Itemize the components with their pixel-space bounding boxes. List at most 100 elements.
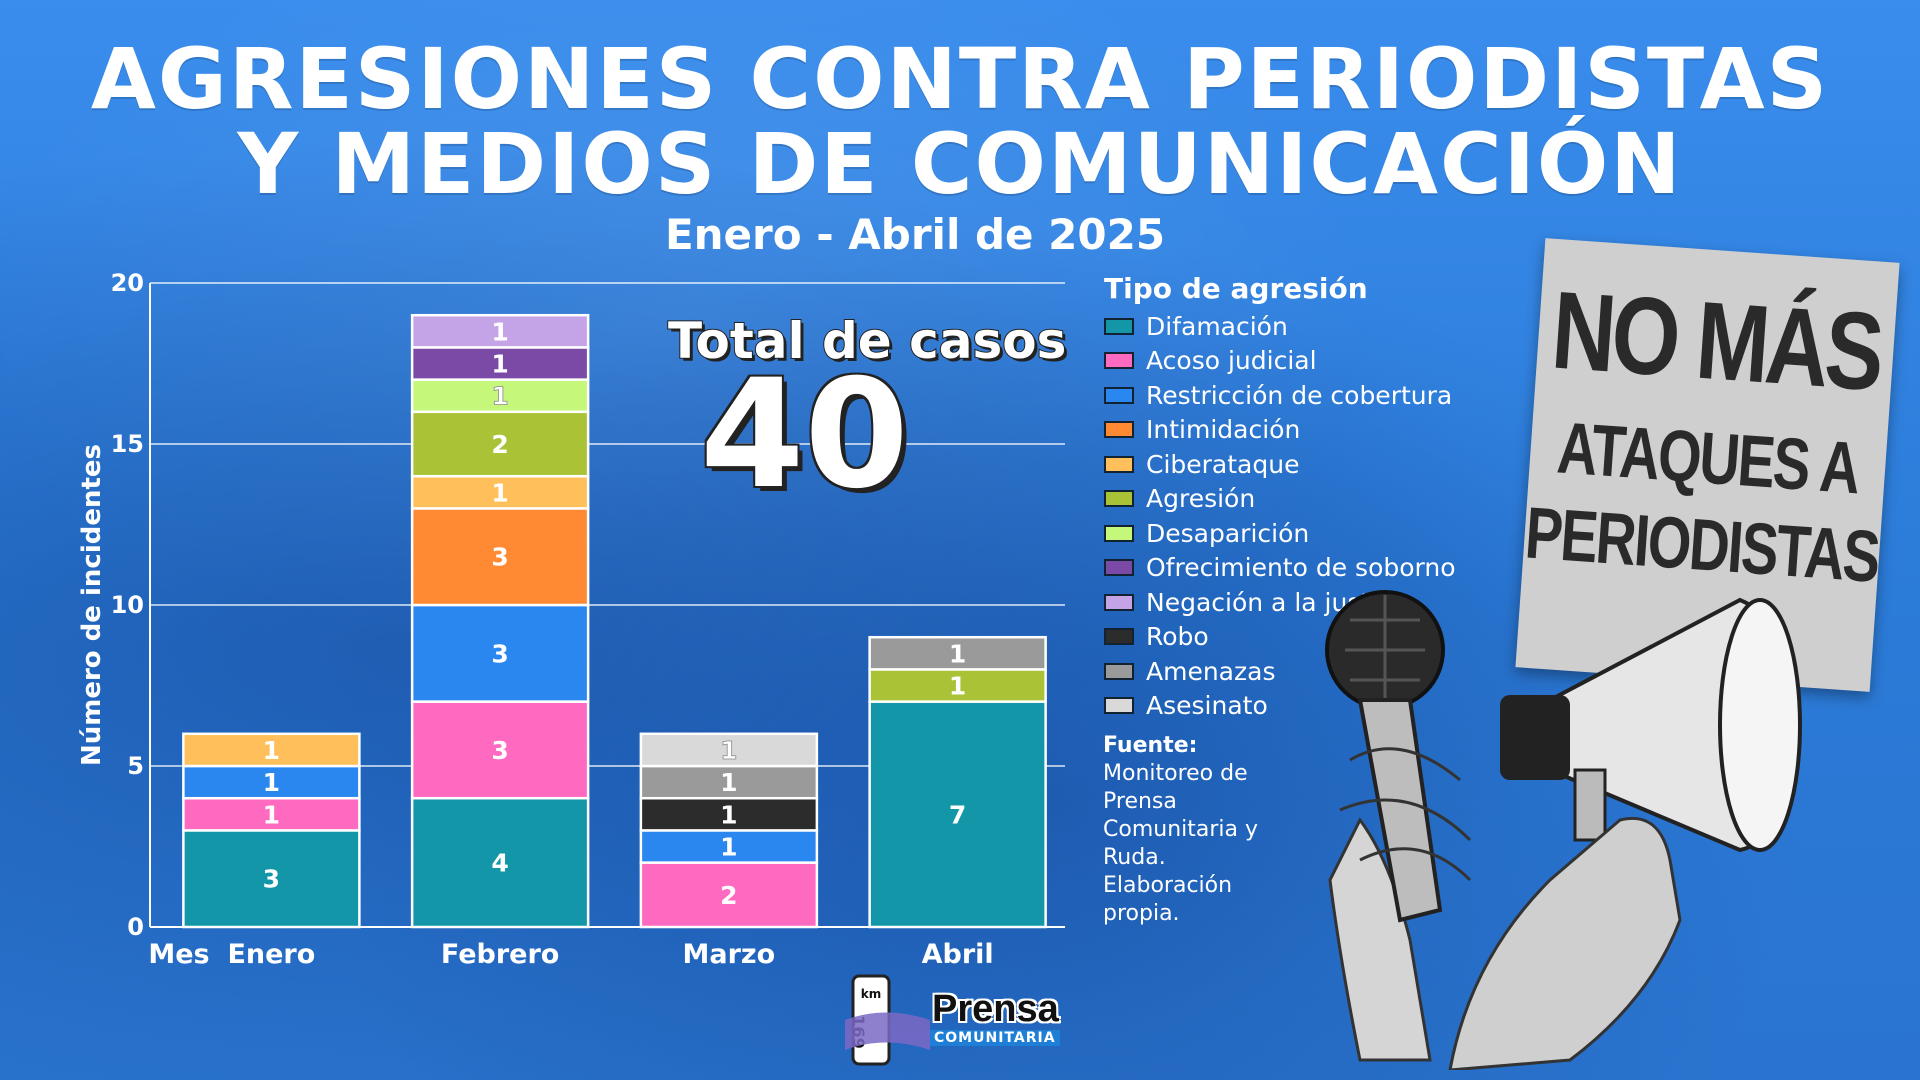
legend-swatch <box>1104 455 1134 473</box>
bar-value-label: 1 <box>720 800 737 829</box>
total-value: 40 <box>700 348 909 522</box>
legend-swatch <box>1104 628 1134 646</box>
legend-item: Asesinato <box>1104 689 1504 724</box>
bar-segment <box>639 764 819 800</box>
bar-value-label: 3 <box>491 543 508 572</box>
bar-segment <box>639 861 819 929</box>
bar-value-label: 1 <box>491 478 508 507</box>
bar-value-label: 2 <box>491 430 508 459</box>
logo-name: Prensa <box>932 988 1059 1030</box>
legend-title: Tipo de agresión <box>1104 272 1368 305</box>
legend-swatch <box>1104 559 1134 577</box>
legend-swatch <box>1104 697 1134 715</box>
bar-segment <box>639 732 819 768</box>
y-tick-label: 15 <box>111 430 144 458</box>
bar-value-label: 3 <box>491 736 508 765</box>
legend-swatch <box>1104 317 1134 335</box>
bar-segment <box>410 474 590 510</box>
bar-value-label: 1 <box>491 350 508 379</box>
legend-item: Ciberataque <box>1104 447 1504 482</box>
megaphone-microphone-illustration <box>1325 590 1802 1070</box>
legend-item: Amenazas <box>1104 654 1504 689</box>
bar-segment <box>182 796 361 832</box>
legend-label: Desaparición <box>1146 518 1310 548</box>
bar-value-label: 1 <box>491 382 508 411</box>
legend-swatch <box>1104 490 1134 508</box>
x-tick-label: Marzo <box>683 939 776 970</box>
legend-label: Ciberataque <box>1146 449 1300 479</box>
bar-value-label: 3 <box>263 865 280 894</box>
legend-label: Amenazas <box>1146 656 1276 686</box>
x-tick-label: Febrero <box>441 939 559 970</box>
y-tick-label: 20 <box>111 269 144 297</box>
bar-value-label: 1 <box>949 639 966 668</box>
bar-segment <box>410 700 590 800</box>
bar-segment <box>410 313 590 349</box>
total-label: Total de casos <box>667 311 1067 371</box>
legend-item: Intimidación <box>1104 413 1504 448</box>
y-tick-label: 10 <box>111 591 144 619</box>
legend-item: Robo <box>1104 620 1504 655</box>
bar-segment <box>182 732 361 768</box>
bar-segment <box>410 603 590 703</box>
legend-item: Difamación <box>1104 309 1504 344</box>
arm-icon <box>1328 816 1682 1070</box>
legend-swatch <box>1104 386 1134 404</box>
y-axis-label: Número de incidentes <box>77 444 107 766</box>
bar-segment <box>410 796 590 929</box>
legend-label: Difamación <box>1146 311 1288 341</box>
microphone-icon <box>1325 590 1472 923</box>
sign-line-1: NO MÁS <box>1548 267 1885 414</box>
legend-label: Asesinato <box>1146 691 1268 721</box>
legend-swatch <box>1104 352 1134 370</box>
bar-value-label: 1 <box>263 736 280 765</box>
x-tick-label: Abril <box>922 939 994 970</box>
x-tick-label: Enero <box>227 939 315 970</box>
title-line-1: AGRESIONES CONTRA PERIODISTAS <box>90 30 1830 128</box>
megaphone-icon <box>1500 597 1802 853</box>
source-note: Fuente: Monitoreo de Prensa Comunitaria … <box>1103 732 1283 928</box>
bar-value-label: 1 <box>949 672 966 701</box>
y-tick-label: 0 <box>127 913 144 941</box>
bar-segment <box>410 410 590 478</box>
bar-value-label: 1 <box>263 768 280 797</box>
legend-swatch <box>1104 593 1134 611</box>
title-line-2: Y MEDIOS DE COMUNICACIÓN <box>237 115 1683 213</box>
bar-value-label: 3 <box>491 639 508 668</box>
bar-segment <box>868 668 1047 703</box>
bar-value-label: 7 <box>949 800 966 829</box>
legend-label: Acoso judicial <box>1146 346 1317 376</box>
logo-km: km <box>861 987 881 1001</box>
prensa-comunitaria-logo: km 169 <box>845 974 930 1066</box>
x-axis-label: Mes <box>148 939 209 970</box>
bar-value-label: 1 <box>263 800 280 829</box>
bar-value-label: 2 <box>720 881 737 910</box>
legend-swatch <box>1104 524 1134 542</box>
legend-swatch <box>1104 421 1134 439</box>
y-tick-label: 5 <box>127 752 144 780</box>
bar-value-label: 4 <box>491 849 508 878</box>
bar-segment <box>868 635 1047 671</box>
legend-label: Intimidación <box>1146 415 1301 445</box>
legend-label: Agresión <box>1146 484 1256 514</box>
legend-label: Ofrecimiento de soborno <box>1146 553 1456 583</box>
legend-item: Ofrecimiento de soborno <box>1104 551 1504 586</box>
legend-item: Restricción de cobertura <box>1104 378 1504 413</box>
legend: Tipo de agresión Difamación Acoso judicia… <box>1104 272 1504 723</box>
bar-value-label: 1 <box>720 736 737 765</box>
bar-segment <box>639 829 819 864</box>
bar-value-label: 1 <box>720 768 737 797</box>
bar-value-label: 1 <box>491 317 508 346</box>
legend-item: Acoso judicial <box>1104 344 1504 379</box>
source-title: Fuente: <box>1103 733 1198 758</box>
legend-swatch <box>1104 662 1134 680</box>
bar-segment <box>868 700 1047 929</box>
subtitle: Enero - Abril de 2025 <box>664 210 1166 259</box>
legend-item: Desaparición <box>1104 516 1504 551</box>
bar-segment <box>410 507 590 607</box>
source-text: Monitoreo de Prensa Comunitaria y Ruda. … <box>1103 761 1259 926</box>
legend-item: Agresión <box>1104 482 1504 517</box>
bar-value-label: 1 <box>720 833 737 862</box>
legend-label: Robo <box>1146 622 1209 652</box>
